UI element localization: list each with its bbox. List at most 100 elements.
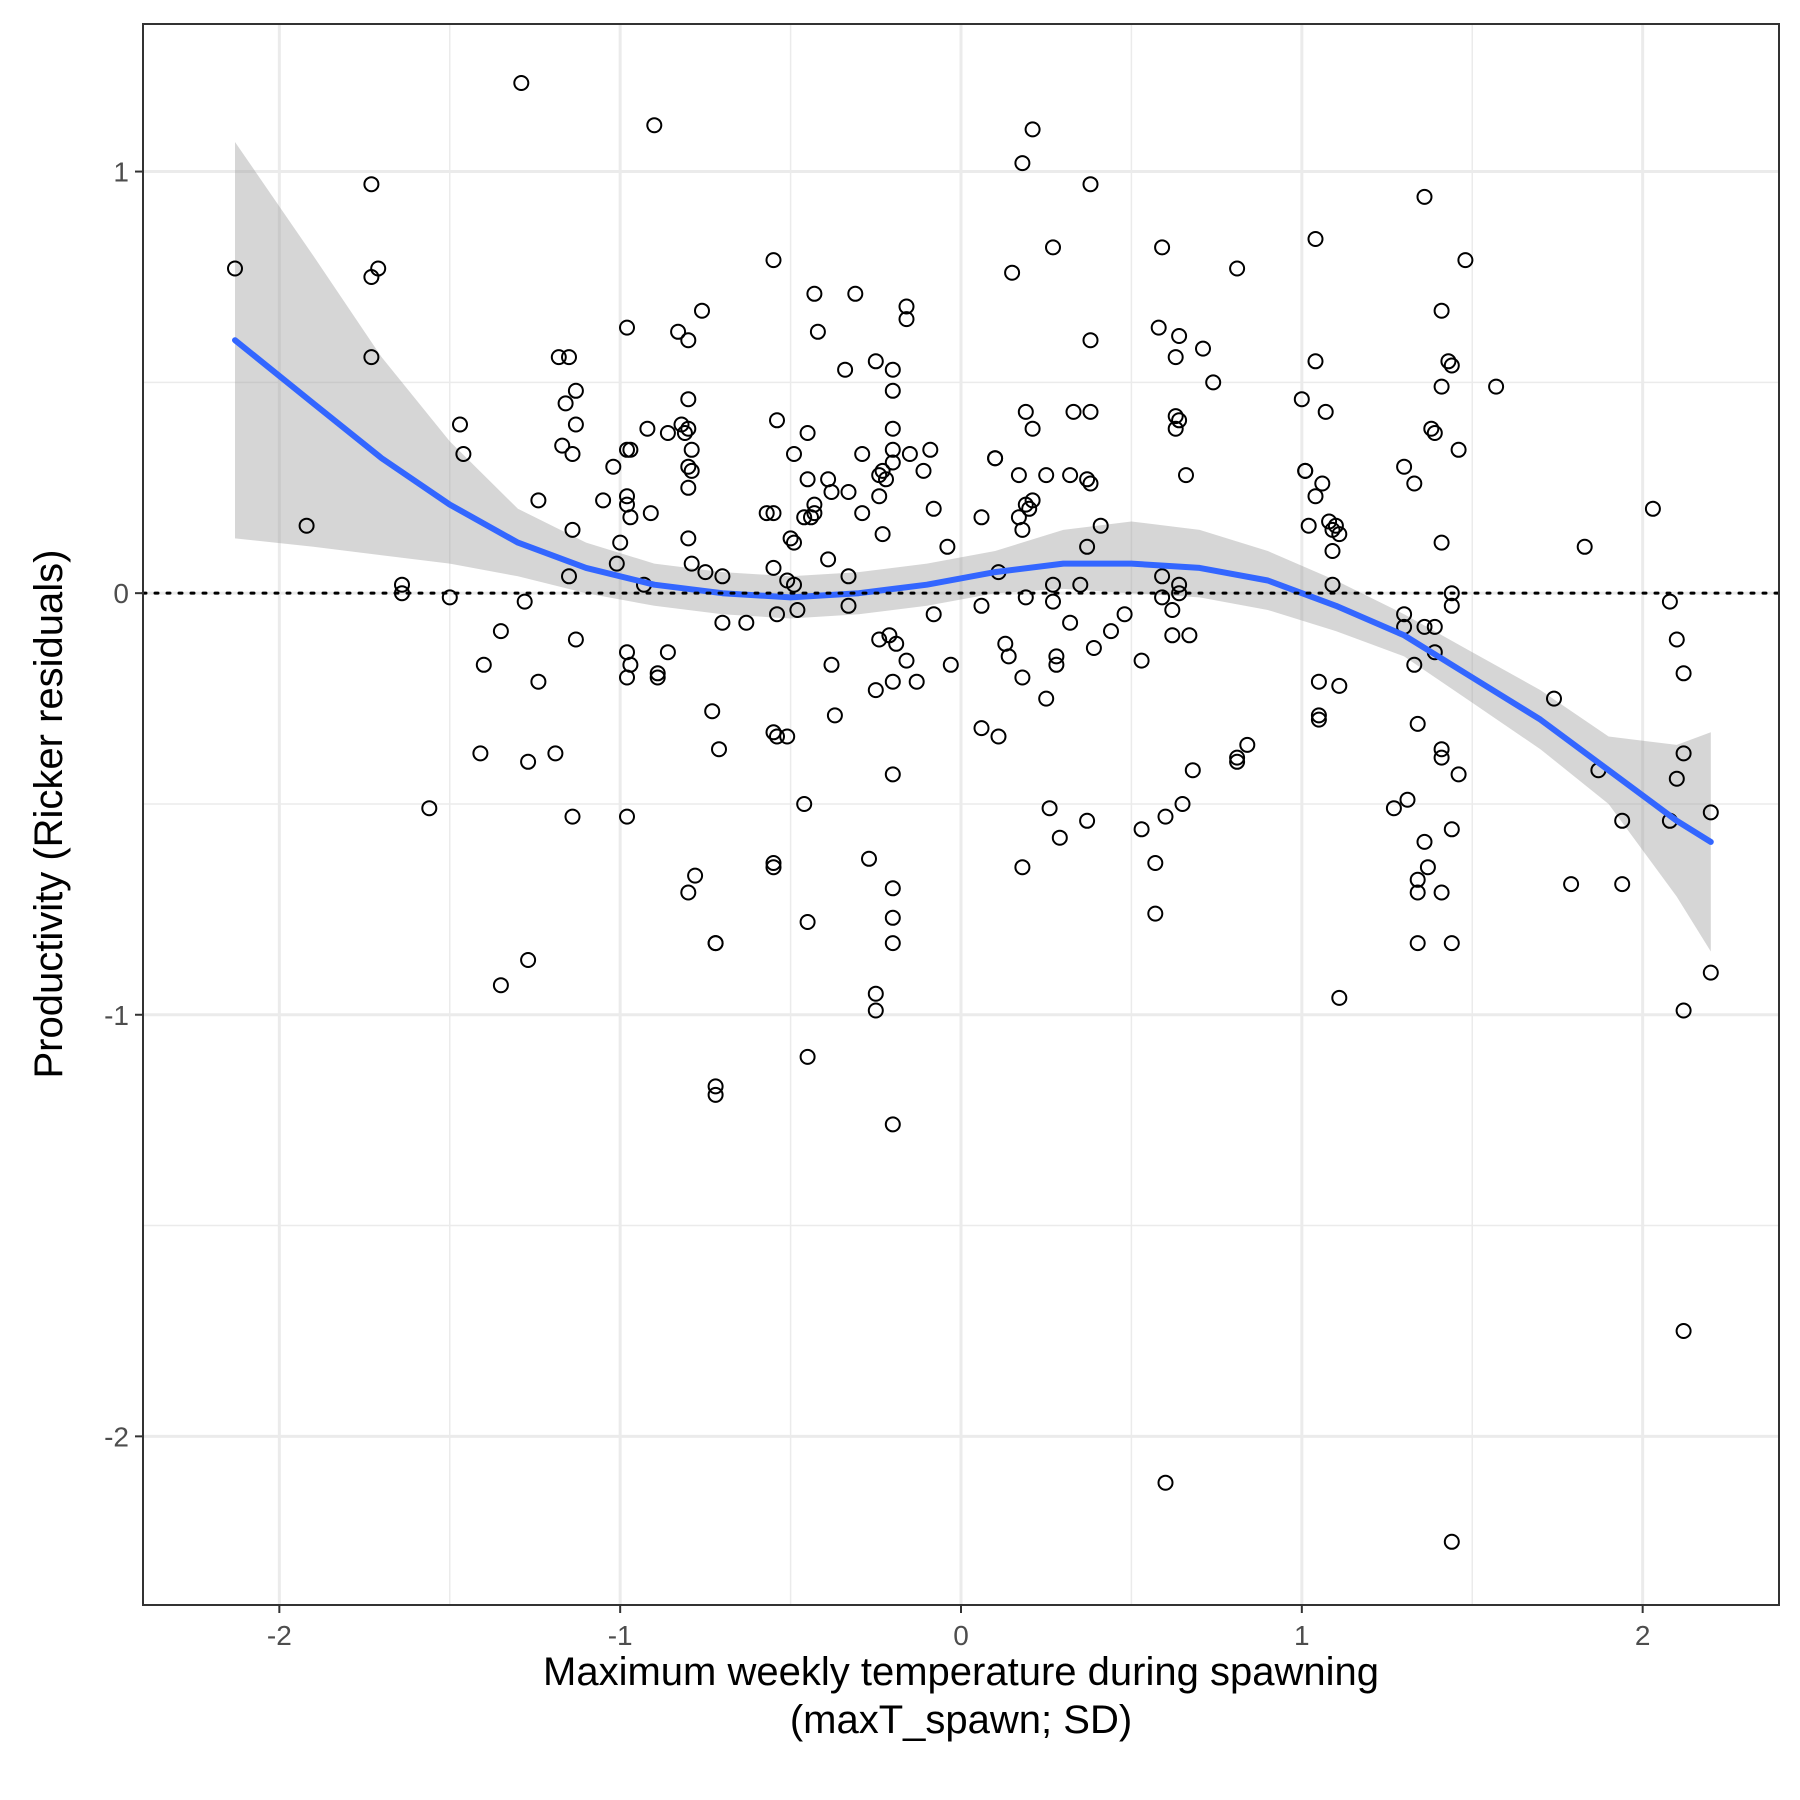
data-point (1385, 800, 1402, 817)
data-point (806, 285, 823, 302)
data-point (1443, 821, 1460, 838)
data-point (874, 526, 891, 543)
data-point (567, 416, 584, 433)
data-point (1174, 796, 1191, 812)
x-tick-label: -2 (267, 1620, 292, 1651)
data-point (1307, 488, 1324, 505)
data-point (622, 441, 639, 458)
data-point (1614, 812, 1631, 829)
data-point (1300, 517, 1317, 534)
data-point (1423, 420, 1440, 437)
data-point (799, 1048, 816, 1065)
data-point (1440, 353, 1457, 370)
data-point (670, 323, 687, 340)
data-point (1184, 762, 1201, 779)
data-point (1488, 378, 1505, 395)
data-point (1293, 391, 1310, 408)
data-point (455, 446, 472, 462)
data-point (1563, 876, 1580, 893)
data-point (649, 665, 666, 682)
data-point (1062, 614, 1079, 631)
data-point (884, 1116, 901, 1133)
data-point (1644, 500, 1661, 517)
data-point (758, 505, 775, 522)
data-point (595, 492, 612, 509)
y-axis-title: Productivity (Ricker residuals) (27, 549, 71, 1078)
data-point (1048, 656, 1065, 673)
data-point (1297, 462, 1314, 479)
data-point (1065, 403, 1082, 420)
data-point (826, 707, 843, 724)
data-point (714, 568, 731, 585)
data-point (779, 728, 796, 745)
data-point (1048, 648, 1065, 665)
data-point (1014, 669, 1031, 686)
data-point (861, 850, 877, 867)
data-point (806, 496, 823, 513)
data-point (1331, 526, 1348, 543)
x-axis-title-line-2: (maxT_spawn; SD) (790, 1698, 1132, 1742)
data-point (1167, 349, 1184, 366)
data-point (1045, 576, 1061, 593)
data-point (884, 880, 901, 897)
data-point (608, 555, 625, 572)
data-point (789, 602, 806, 618)
data-point (1457, 252, 1474, 269)
data-point (1164, 602, 1181, 618)
data-point (530, 492, 547, 509)
data-point (554, 437, 571, 454)
data-point (659, 425, 676, 441)
data-point (547, 745, 564, 762)
data-point (1133, 821, 1150, 838)
data-point (714, 614, 731, 631)
data-point (516, 593, 533, 610)
data-point (1327, 517, 1344, 534)
data-point (687, 867, 704, 884)
data-point (520, 753, 537, 770)
data-point (782, 530, 799, 547)
data-point (363, 349, 380, 366)
data-point (806, 505, 823, 522)
data-point (898, 311, 915, 328)
data-point (564, 521, 581, 538)
data-point (707, 935, 724, 952)
data-point (697, 564, 714, 581)
data-point (619, 319, 635, 336)
data-point (475, 656, 492, 673)
data-point (683, 441, 700, 458)
data-point (1024, 121, 1041, 138)
smooth-line-layer (232, 337, 1714, 845)
data-point (619, 808, 635, 825)
data-point (1675, 1002, 1692, 1019)
data-point (1103, 623, 1119, 640)
data-point (1017, 589, 1034, 606)
data-point (1133, 652, 1150, 669)
data-point (884, 673, 901, 690)
data-point (1576, 538, 1593, 555)
data-point (884, 766, 901, 783)
y-tick-label: 1 (113, 157, 129, 188)
data-point (1314, 475, 1331, 492)
data-point (680, 391, 697, 408)
data-point (370, 260, 387, 277)
data-point (973, 720, 990, 737)
data-point (1082, 332, 1099, 349)
data-point (363, 176, 380, 193)
data-point (867, 1002, 884, 1019)
data-point (1154, 589, 1171, 606)
data-point (973, 597, 990, 614)
data-point (694, 302, 710, 319)
x-tick-label: -1 (608, 1620, 633, 1651)
data-point (642, 505, 659, 522)
data-point (227, 260, 243, 277)
data-point (1396, 606, 1413, 623)
data-point (1310, 673, 1327, 690)
data-point (707, 1086, 724, 1103)
data-point (1310, 711, 1327, 728)
y-tick-label: 0 (113, 578, 129, 609)
data-point (847, 285, 864, 302)
data-point (1409, 871, 1426, 888)
data-point (915, 462, 932, 479)
data-point (680, 884, 697, 901)
